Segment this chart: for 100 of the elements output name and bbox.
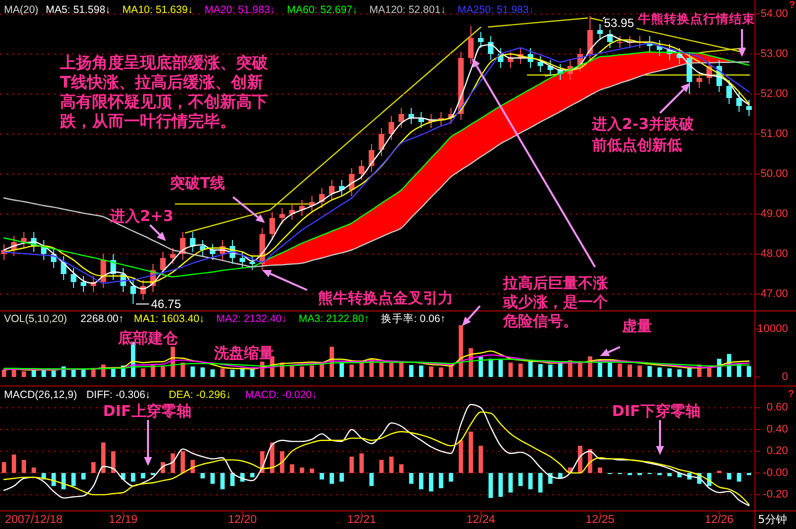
candlestick <box>80 276 86 292</box>
bar <box>32 468 36 473</box>
annotation: MA(20) <box>4 4 38 16</box>
bar <box>280 451 284 473</box>
chart-title: VOL(5,10,20) <box>4 313 68 325</box>
bar <box>51 472 56 486</box>
bar <box>488 472 493 498</box>
bar <box>140 368 146 377</box>
bar <box>498 472 503 497</box>
x-tick-label: 2007/12/18 <box>5 514 63 526</box>
bar <box>210 369 215 377</box>
x-tick-label: 12/19 <box>108 514 138 526</box>
text: DEA: -0.296↓ <box>168 389 232 401</box>
bar <box>399 362 404 377</box>
bar <box>726 472 732 480</box>
candlestick <box>538 56 544 72</box>
text: 5分钟 <box>758 513 787 526</box>
candlestick <box>378 128 384 156</box>
y-tick-label: -0.00 <box>762 466 788 479</box>
annotation: 熊牛转换点金叉引力 <box>318 289 453 307</box>
candlestick <box>250 256 256 270</box>
bar <box>220 472 225 490</box>
bar <box>200 472 205 478</box>
bar <box>51 370 56 377</box>
bar <box>22 460 26 473</box>
annotation: 拉高后巨量不涨或少涨，是一个危险信号。 <box>502 274 609 330</box>
candlestick <box>279 208 285 224</box>
x-tick-label: 12/21 <box>347 514 376 526</box>
bar <box>61 472 66 490</box>
bar <box>518 364 523 377</box>
bar <box>687 368 692 377</box>
bar <box>190 460 195 473</box>
annotation: 洗盘缩量 <box>213 344 274 362</box>
candlestick <box>597 24 603 40</box>
bar <box>170 453 176 473</box>
y-tick-label: 10000 <box>757 322 788 335</box>
bar <box>746 366 752 377</box>
y-tick-label: 0.60 <box>766 402 788 414</box>
candlestick <box>190 232 196 252</box>
bar <box>438 367 444 377</box>
bar <box>736 472 742 482</box>
bar <box>379 362 384 377</box>
bar <box>538 364 543 377</box>
bar <box>468 432 474 473</box>
bar <box>220 368 225 377</box>
bar <box>290 464 294 473</box>
annotation: 46.75 <box>151 297 182 311</box>
candlestick <box>468 26 474 64</box>
candlestick <box>726 80 732 104</box>
candlestick <box>269 212 275 240</box>
text: MA250: 51.983↓ <box>458 4 534 16</box>
bar <box>508 362 513 377</box>
bar <box>12 454 16 473</box>
bar <box>628 472 632 476</box>
text: ? <box>788 0 796 11</box>
bar <box>578 446 582 473</box>
y-tick-label: 0.40 <box>766 423 788 436</box>
bar <box>190 366 195 377</box>
bar <box>498 360 503 377</box>
bar <box>528 362 533 377</box>
candlestick <box>398 108 404 128</box>
bar <box>419 365 424 377</box>
bar <box>438 472 444 488</box>
bar <box>300 366 304 377</box>
text: MA10: 51.639↓ <box>122 4 193 16</box>
bar <box>91 462 96 473</box>
bar <box>428 472 434 492</box>
x-tick-label: 12/26 <box>704 514 734 526</box>
candlestick <box>478 32 484 48</box>
bar <box>458 325 464 377</box>
bar <box>508 472 513 493</box>
text: MA2: 2132.40↓ <box>216 313 287 325</box>
text: MA60: 52.697↓ <box>287 4 358 16</box>
x-tick-label: 12/24 <box>466 514 496 526</box>
y-tick-label: 0.20 <box>766 445 788 458</box>
bar <box>22 371 26 377</box>
bar <box>270 442 274 473</box>
bar <box>419 472 424 490</box>
candlestick <box>160 252 166 276</box>
annotation: 底部建仓 <box>117 329 179 347</box>
y-tick-label: -0.20 <box>762 488 788 501</box>
candlestick <box>746 100 752 116</box>
y-tick-label: 53.00 <box>760 48 788 60</box>
bar <box>81 472 86 480</box>
annotation: 53.95 <box>604 16 634 30</box>
bar <box>578 361 582 377</box>
bar <box>667 368 672 377</box>
bar <box>300 468 304 473</box>
annotation: 换手率: 0.06↑ <box>380 312 446 325</box>
bar <box>320 364 324 377</box>
candlestick <box>21 232 27 248</box>
bar <box>638 365 642 377</box>
bar <box>340 362 344 377</box>
bar <box>478 356 483 377</box>
y-tick-label: 49.00 <box>760 208 788 220</box>
bar <box>160 366 166 377</box>
bar <box>428 366 434 377</box>
annotation: 虚量 <box>621 317 652 335</box>
bar <box>657 472 662 476</box>
bar <box>359 453 364 473</box>
